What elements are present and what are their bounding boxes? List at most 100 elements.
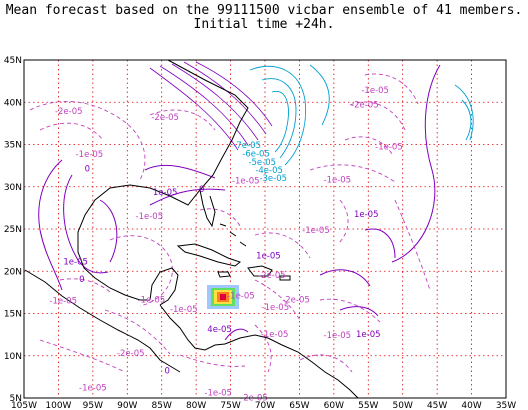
y-tick-label: 20N — [4, 267, 22, 277]
contour-label: -1e-05 — [79, 383, 107, 393]
contour-label: -2e-05 — [151, 113, 179, 123]
x-tick-label: 35W — [496, 401, 516, 410]
contour-label: -1e-05 — [324, 331, 352, 341]
contour-labels: -2e-05-2e-05-1e-0501e-05-1e-051e-050-1e-… — [49, 86, 402, 404]
y-axis-ticks: 5N 10N 15N 20N 25N 30N 35N 40N 45N — [4, 56, 22, 404]
contour-label: -1e-05 — [138, 296, 166, 306]
contour-label: -2e-05 — [258, 271, 286, 281]
contour-label: 0 — [165, 366, 170, 376]
contour-line — [461, 99, 472, 141]
contour-line — [344, 136, 394, 157]
forecast-maximum — [207, 285, 239, 309]
y-tick-label: 10N — [4, 352, 22, 362]
coastline-yucatan — [149, 267, 179, 306]
coastline-south-america — [224, 334, 359, 399]
x-tick-label: 85W — [152, 401, 172, 410]
contour-line — [224, 328, 249, 341]
contours-positive — [38, 64, 441, 341]
x-tick-label: 65W — [289, 401, 309, 410]
contour-label: -1e-05 — [76, 150, 104, 160]
contours-dense — [149, 61, 273, 151]
contour-line — [149, 67, 239, 151]
y-tick-label: 45N — [4, 56, 22, 66]
contour-line — [149, 109, 216, 131]
x-tick-label: 100W — [45, 401, 71, 410]
x-tick-label: 75W — [220, 401, 240, 410]
contour-line — [391, 64, 441, 263]
contour-label: 0 — [79, 275, 84, 285]
contour-line — [144, 164, 216, 179]
contour-line — [39, 339, 126, 373]
x-tick-label: 95W — [83, 401, 103, 410]
y-tick-label: 15N — [4, 310, 22, 320]
contour-label: 1e-05 — [356, 330, 381, 340]
contour-line — [339, 306, 379, 317]
contour-line — [299, 354, 353, 373]
contour-line — [254, 232, 311, 259]
contour-label: -6e-05 — [242, 149, 270, 159]
contour-label: -5e-05 — [248, 158, 276, 168]
y-tick-label: 35N — [4, 141, 22, 151]
contour-label: -1e-05 — [136, 212, 164, 222]
x-tick-label: 50W — [393, 401, 413, 410]
x-tick-label: 40W — [461, 401, 481, 410]
contours-cold — [249, 64, 474, 166]
contour-line — [39, 122, 104, 141]
contour-label: 1e-05 — [354, 210, 379, 220]
x-tick-label: 70W — [255, 401, 275, 410]
contour-label: -2e-05 — [351, 100, 379, 110]
chart-subtitle: Initial time +24h. — [194, 17, 335, 32]
contour-label: 0 — [199, 185, 204, 195]
contour-label: -1e-05 — [49, 296, 77, 306]
x-tick-label: 80W — [186, 401, 206, 410]
coastline-north-america — [77, 59, 249, 301]
contour-label: -1e-05 — [324, 176, 352, 186]
chart-title: Mean forecast based on the 99111500 vicb… — [6, 3, 523, 18]
x-tick-label: 55W — [358, 401, 378, 410]
coastline-central-america — [159, 304, 226, 351]
y-tick-label: 30N — [4, 183, 22, 193]
contour-line — [254, 279, 301, 321]
x-tick-label: 90W — [117, 401, 137, 410]
contour-label: -3e-05 — [259, 174, 287, 184]
contour-line — [104, 309, 171, 355]
contour-label: -2e-05 — [240, 394, 268, 404]
contour-line — [394, 199, 431, 291]
contour-label: -1e-05 — [170, 305, 198, 315]
contour-label: -1e-05 — [361, 86, 389, 96]
contour-label: 1e-05 — [153, 188, 178, 198]
island-cuba — [176, 243, 242, 267]
coastline-west-mexico — [24, 269, 181, 373]
contour-line — [364, 228, 396, 259]
contour-label: 4e-05 — [207, 325, 232, 335]
contour-line — [337, 199, 349, 245]
y-tick-label: 25N — [4, 225, 22, 235]
contour-label: -1e-05 — [261, 330, 289, 340]
x-tick-label: 45W — [427, 401, 447, 410]
x-tick-label: 105W — [11, 401, 37, 410]
contours-negative — [29, 73, 431, 373]
island-hispaniola — [247, 265, 273, 277]
contour-line — [249, 65, 307, 166]
max-core — [220, 294, 226, 300]
contour-line — [261, 78, 297, 159]
contour-label: 1e-05 — [256, 252, 281, 262]
contour-line — [195, 61, 273, 127]
contour-line — [309, 164, 396, 183]
contour-line — [183, 61, 267, 135]
x-tick-label: 60W — [324, 401, 344, 410]
contour-label: -1e-05 — [204, 388, 232, 398]
coastline-florida — [199, 189, 216, 228]
contour-label: -1e-05 — [375, 143, 403, 153]
contour-label: 1e-05 — [63, 257, 88, 267]
contour-label: -1e-05 — [262, 303, 290, 313]
contour-label: -2e-05 — [282, 296, 310, 306]
contour-label: -2e-05 — [117, 349, 145, 359]
contour-line — [99, 199, 118, 263]
coastlines — [24, 59, 359, 399]
contour-line — [179, 354, 246, 367]
island-jamaica — [217, 271, 231, 278]
y-tick-label: 5N — [10, 394, 22, 404]
contour-label: -7e-05 — [233, 141, 261, 151]
